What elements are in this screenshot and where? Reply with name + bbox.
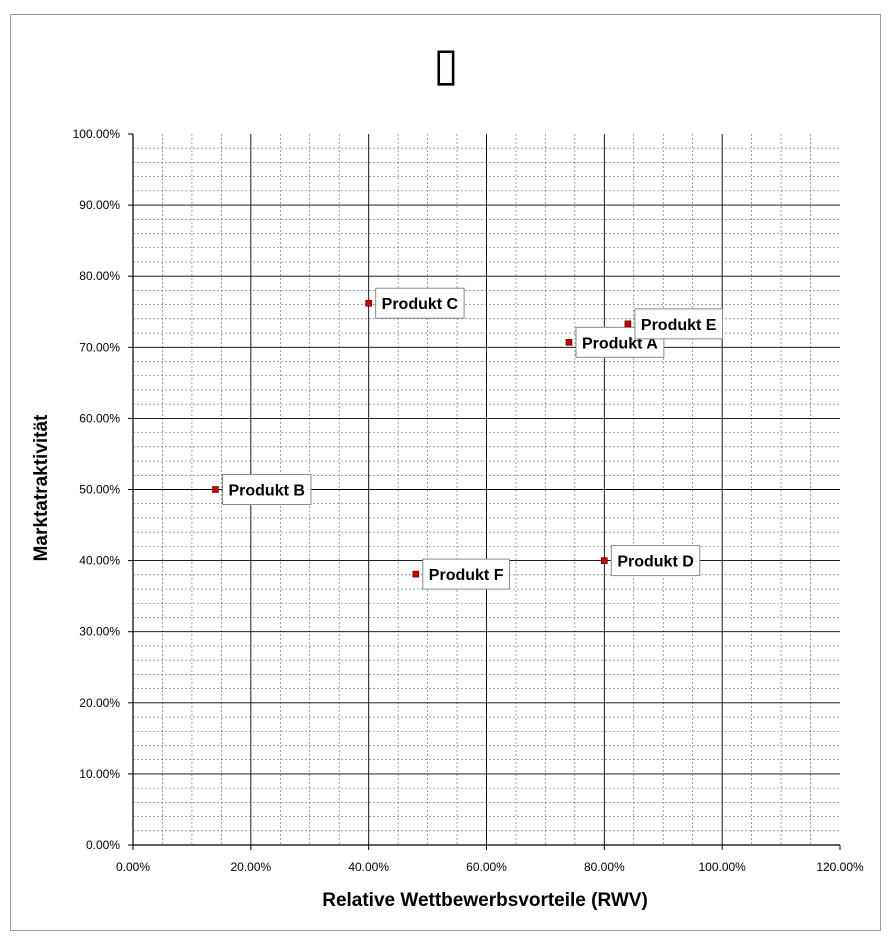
y-tick-label: 0.00% — [86, 838, 120, 852]
data-point-label: Produkt A — [582, 335, 658, 352]
y-tick-label: 90.00% — [79, 198, 120, 212]
y-axis-title: Marktatraktivität — [31, 414, 52, 561]
data-label-box — [221, 474, 312, 505]
chart-title-glyph: ▯ — [433, 37, 458, 91]
data-point-marker — [212, 486, 219, 493]
data-points: Produkt A Produkt B Produkt C Produkt D Prod… — [212, 287, 723, 590]
y-tick-label: 40.00% — [79, 554, 120, 568]
data-point-label: Produkt D — [617, 554, 693, 571]
y-tick-label: 80.00% — [79, 269, 120, 283]
data-point-label: Produkt B — [228, 483, 304, 500]
x-tick-label: 120.00% — [816, 860, 864, 874]
grid — [133, 134, 840, 845]
x-tick-label: 20.00% — [230, 860, 271, 874]
x-tick-label: 60.00% — [466, 860, 507, 874]
x-tick-label: 80.00% — [584, 860, 625, 874]
y-tick-label: 20.00% — [79, 696, 120, 710]
data-point-marker — [601, 557, 608, 564]
x-axis-title: Relative Wettbewerbsvorteile (RWV) — [322, 890, 648, 911]
data-point-label: Produkt C — [382, 296, 459, 313]
data-point-label: Produkt E — [641, 317, 717, 334]
y-tick-label: 50.00% — [79, 483, 120, 497]
chart-frame — [10, 14, 881, 931]
x-tick-label: 0.00% — [116, 860, 150, 874]
data-point-group: Produkt B — [212, 474, 312, 505]
axes: 0.00% 20.00% 40.00% 60.00% 80.00% 100.00% 120.… — [73, 127, 864, 874]
y-tick-label: 30.00% — [79, 625, 120, 639]
y-tick-label: 70.00% — [79, 340, 120, 354]
x-tick-label: 100.00% — [698, 860, 746, 874]
x-tick-label: 40.00% — [348, 860, 389, 874]
data-point-label: Produkt F — [429, 567, 504, 584]
data-label-box — [422, 558, 510, 590]
data-point-marker — [624, 320, 632, 328]
data-label-box — [610, 545, 701, 577]
y-tick-label: 10.00% — [79, 767, 120, 781]
data-label-box — [634, 308, 723, 340]
y-tick-label: 60.00% — [79, 411, 120, 425]
data-point-marker — [565, 339, 573, 346]
data-point-group: Produkt D — [601, 545, 701, 577]
data-point-group: Produkt E — [624, 308, 723, 340]
data-label-box — [375, 287, 465, 319]
data-point-group: Produkt F — [412, 558, 510, 590]
data-point-marker — [365, 299, 372, 307]
data-point-group: Produkt C — [365, 287, 465, 319]
data-point-marker — [412, 570, 420, 578]
y-tick-label: 100.00% — [73, 127, 121, 141]
